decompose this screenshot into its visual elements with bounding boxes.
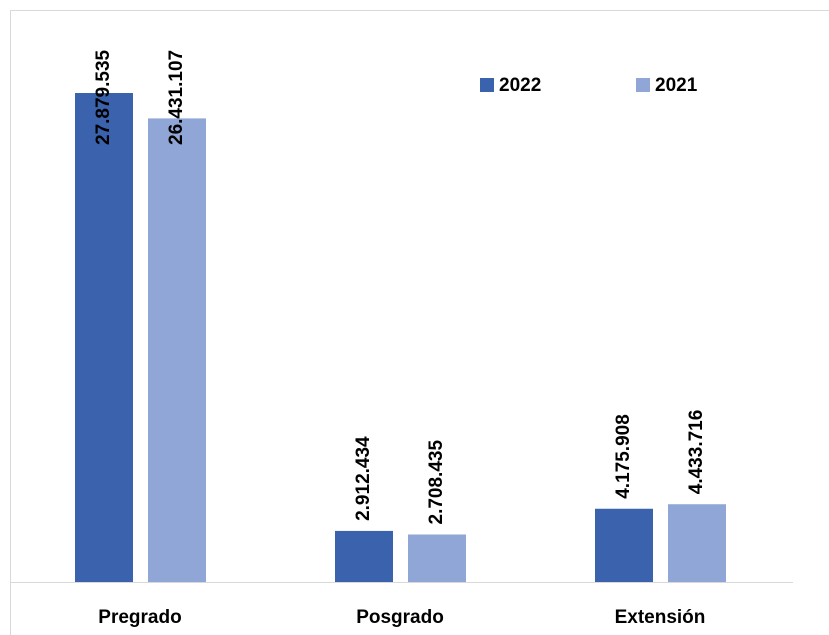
chart-frame <box>10 10 829 635</box>
bar <box>595 508 653 582</box>
value-label: 27.879.535 <box>93 49 114 145</box>
value-label: 2.708.435 <box>426 440 447 525</box>
bar <box>668 504 726 582</box>
legend-label: 2021 <box>655 75 698 96</box>
x-tick-label: Pregrado <box>98 607 181 628</box>
legend-swatch <box>636 78 650 92</box>
bar <box>75 93 133 582</box>
legend-swatch <box>480 78 494 92</box>
value-label: 4.175.908 <box>613 414 634 499</box>
x-tick-label: Extensión <box>615 607 706 628</box>
value-label: 26.431.107 <box>166 50 187 145</box>
value-label: 2.912.434 <box>353 436 374 521</box>
bar <box>148 118 206 582</box>
bar <box>335 530 393 582</box>
legend-label: 2022 <box>499 75 541 96</box>
x-tick-label: Posgrado <box>356 607 444 628</box>
value-label: 4.433.716 <box>686 410 707 495</box>
bar <box>408 534 466 582</box>
